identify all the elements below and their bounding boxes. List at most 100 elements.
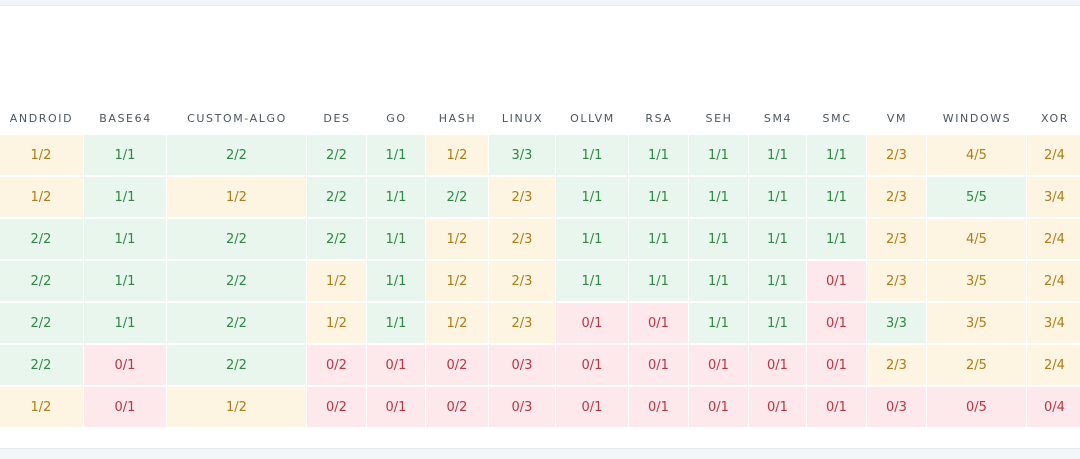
score-cell: 2/3 [489, 303, 556, 344]
score-cell: 4/5 [927, 219, 1027, 260]
score-cell: 2/4 [1027, 135, 1080, 176]
column-header: LINUX [501, 112, 544, 125]
score-cell: 0/1 [84, 345, 167, 386]
score-cell: 0/2 [307, 387, 367, 428]
score-cell: 0/3 [489, 387, 556, 428]
score-cell: 0/1 [556, 303, 629, 344]
score-cell: 1/1 [367, 135, 426, 176]
score-cell: 0/1 [807, 303, 867, 344]
score-cell: 3/3 [867, 303, 927, 344]
score-cell: 1/1 [629, 135, 689, 176]
score-cell: 0/1 [749, 345, 807, 386]
score-cell: 1/2 [0, 135, 84, 176]
score-cell: 1/1 [84, 303, 167, 344]
score-cell: 0/1 [807, 387, 867, 428]
column-header: GO [386, 112, 407, 125]
score-cell: 2/2 [0, 219, 84, 260]
score-cell: 0/4 [1027, 387, 1080, 428]
column-header: XOR [1041, 112, 1069, 125]
score-cell: 2/2 [307, 177, 367, 218]
score-cell: 0/1 [629, 303, 689, 344]
score-cell: 1/1 [629, 261, 689, 302]
score-cell: 1/1 [749, 219, 807, 260]
score-cell: 1/1 [556, 177, 629, 218]
score-cell: 1/1 [689, 219, 749, 260]
score-cell: 0/2 [426, 345, 489, 386]
score-cell: 3/4 [1027, 177, 1080, 218]
results-card: ANDROID BASE64 CUSTOM-ALGO DES GO HASH LINUX OL… [0, 5, 1080, 449]
score-cell: 1/1 [689, 177, 749, 218]
score-cell: 1/1 [689, 303, 749, 344]
score-cell: 1/1 [367, 303, 426, 344]
column-header: RSA [645, 112, 673, 125]
score-cell: 1/1 [556, 135, 629, 176]
score-cell: 0/1 [629, 387, 689, 428]
score-cell: 2/3 [867, 261, 927, 302]
score-cell: 0/1 [556, 345, 629, 386]
score-cell: 1/1 [629, 177, 689, 218]
score-cell: 1/1 [749, 135, 807, 176]
column-header: VM [886, 112, 908, 125]
column-header: SM4 [763, 112, 793, 125]
score-cell: 1/1 [749, 177, 807, 218]
score-cell: 1/1 [629, 219, 689, 260]
score-cell: 2/2 [167, 261, 307, 302]
column-header: SMC [822, 112, 852, 125]
score-cell: 1/1 [807, 177, 867, 218]
score-cell: 3/4 [1027, 303, 1080, 344]
score-cell: 3/5 [927, 261, 1027, 302]
column-header: BASE64 [99, 112, 152, 125]
score-cell: 1/1 [749, 303, 807, 344]
score-cell: 2/4 [1027, 261, 1080, 302]
score-cell: 0/1 [749, 387, 807, 428]
score-cell: 2/3 [489, 219, 556, 260]
column-header: DES [323, 112, 351, 125]
score-cell: 1/1 [556, 261, 629, 302]
score-cell: 1/1 [84, 177, 167, 218]
score-cell: 3/5 [927, 303, 1027, 344]
score-cell: 2/3 [489, 177, 556, 218]
column-header: OLLVM [570, 112, 615, 125]
score-cell: 2/3 [489, 261, 556, 302]
score-cell: 1/1 [84, 219, 167, 260]
score-cell: 1/2 [167, 387, 307, 428]
score-cell: 1/1 [749, 261, 807, 302]
score-cell: 1/2 [426, 261, 489, 302]
score-cell: 2/2 [0, 303, 84, 344]
score-cell: 0/1 [367, 345, 426, 386]
score-cell: 1/2 [0, 387, 84, 428]
score-cell: 0/1 [84, 387, 167, 428]
score-cell: 2/2 [307, 135, 367, 176]
score-cell: 1/2 [426, 219, 489, 260]
score-cell: 5/5 [927, 177, 1027, 218]
score-cell: 3/3 [489, 135, 556, 176]
score-cell: 0/1 [807, 345, 867, 386]
score-cell: 2/2 [167, 219, 307, 260]
score-cell: 1/1 [84, 135, 167, 176]
score-cell: 1/2 [426, 135, 489, 176]
score-cell: 0/1 [367, 387, 426, 428]
score-cell: 1/2 [426, 303, 489, 344]
column-header: HASH [438, 112, 477, 125]
score-cell: 1/1 [689, 261, 749, 302]
score-cell: 1/1 [556, 219, 629, 260]
score-cell: 2/2 [167, 345, 307, 386]
score-cell: 2/3 [867, 219, 927, 260]
score-cell: 2/2 [167, 303, 307, 344]
score-cell: 2/2 [307, 219, 367, 260]
score-cell: 1/1 [367, 219, 426, 260]
score-cell: 1/1 [807, 135, 867, 176]
score-cell: 4/5 [927, 135, 1027, 176]
score-cell: 1/1 [367, 261, 426, 302]
score-cell: 0/1 [556, 387, 629, 428]
score-cell: 2/2 [0, 261, 84, 302]
score-cell: 1/2 [307, 261, 367, 302]
score-cell: 0/2 [307, 345, 367, 386]
score-cell: 0/2 [426, 387, 489, 428]
score-cell: 2/2 [167, 135, 307, 176]
score-cell: 2/4 [1027, 219, 1080, 260]
score-cell: 2/3 [867, 345, 927, 386]
score-cell: 0/1 [689, 345, 749, 386]
column-header: CUSTOM-ALGO [187, 112, 287, 125]
